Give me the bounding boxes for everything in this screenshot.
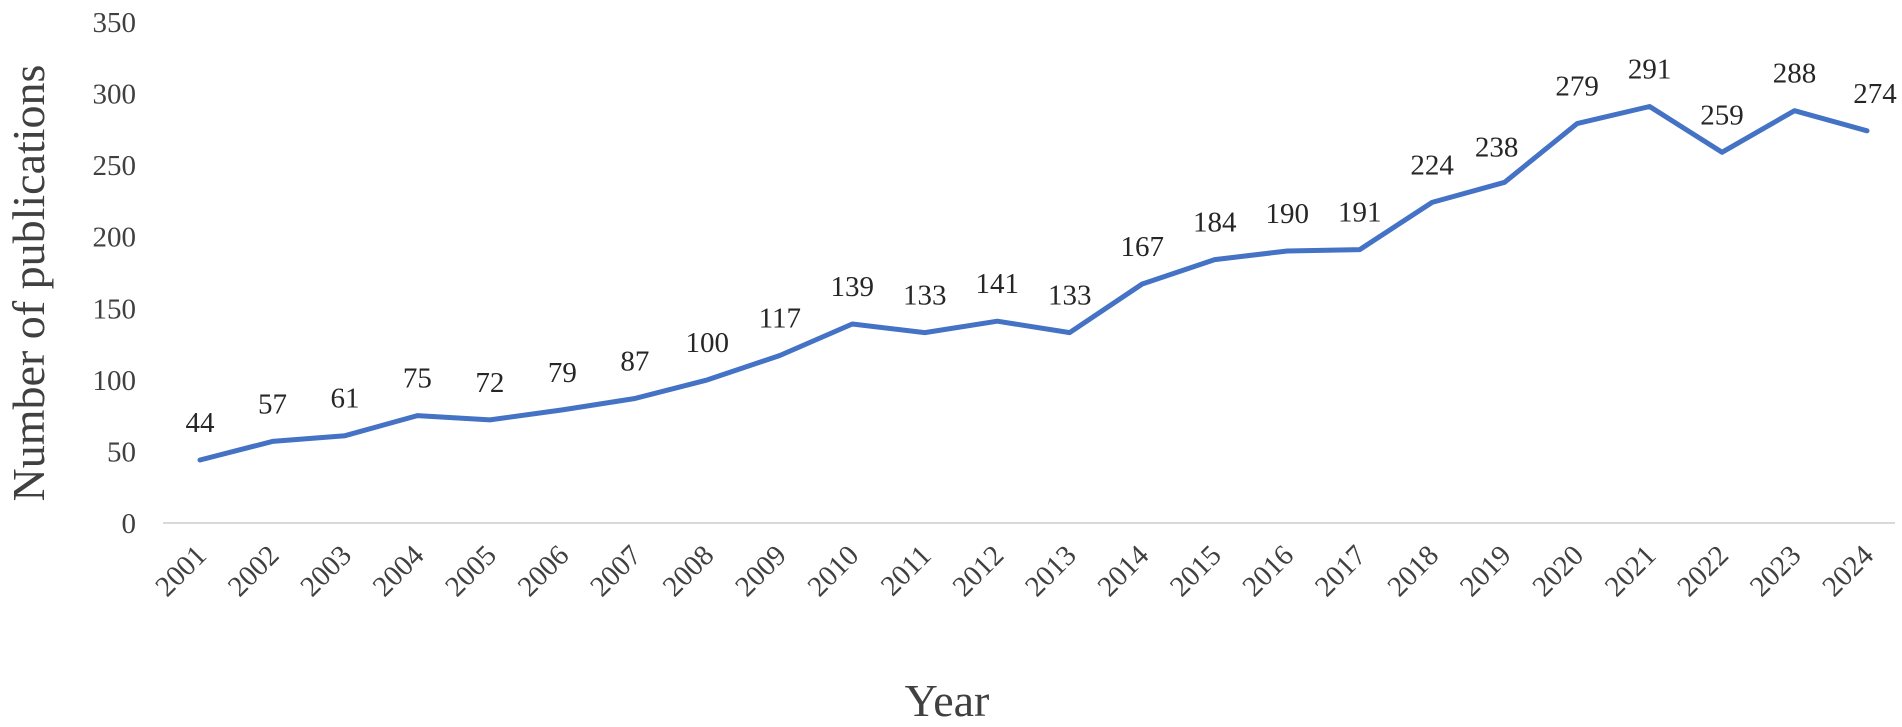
x-axis-title: Year <box>905 675 990 726</box>
x-tick-label: 2021 <box>1599 539 1663 603</box>
data-label: 100 <box>686 327 730 359</box>
x-tick-label: 2012 <box>947 539 1011 603</box>
data-label: 274 <box>1853 78 1897 110</box>
x-tick-label: 2004 <box>367 539 431 603</box>
data-label: 61 <box>331 383 360 415</box>
y-axis-title: Number of publications <box>3 65 54 502</box>
data-label: 291 <box>1628 54 1672 86</box>
x-tick-label: 2007 <box>584 539 648 603</box>
x-axis-ticks: 2001 2002 2003 2004 2005 2006 2007 2008 2009 2010… <box>149 539 1880 603</box>
data-label: 117 <box>759 303 801 335</box>
y-tick-label: 100 <box>93 365 137 397</box>
data-label: 279 <box>1555 71 1599 103</box>
y-tick-label: 250 <box>93 150 137 182</box>
data-label: 75 <box>403 363 432 395</box>
data-label: 141 <box>976 268 1020 300</box>
y-tick-label: 50 <box>107 436 136 468</box>
data-label: 139 <box>831 271 875 303</box>
data-label: 288 <box>1773 58 1817 90</box>
x-tick-label: 2006 <box>512 539 576 603</box>
x-tick-label: 2008 <box>657 539 721 603</box>
x-tick-label: 2024 <box>1816 539 1880 603</box>
data-label: 133 <box>1048 280 1092 312</box>
x-tick-label: 2019 <box>1454 539 1518 603</box>
series-line <box>197 104 1870 463</box>
x-tick-label: 2003 <box>294 539 358 603</box>
x-tick-label: 2023 <box>1744 539 1808 603</box>
data-label: 190 <box>1265 198 1309 230</box>
data-label: 79 <box>548 357 577 389</box>
x-tick-label: 2014 <box>1092 539 1156 603</box>
data-label: 87 <box>620 346 649 378</box>
x-tick-label: 2017 <box>1309 539 1373 603</box>
x-tick-label: 2001 <box>149 539 213 603</box>
data-label: 259 <box>1700 99 1744 131</box>
x-tick-label: 2010 <box>802 539 866 603</box>
data-label: 44 <box>186 407 216 439</box>
data-label: 184 <box>1193 207 1237 239</box>
data-label: 238 <box>1475 131 1519 163</box>
x-tick-label: 2015 <box>1164 539 1228 603</box>
x-tick-label: 2009 <box>729 539 793 603</box>
y-tick-label: 350 <box>93 7 137 39</box>
data-labels: 44 57 61 75 72 79 87 100 117 139 133 141 133 167 184 19… <box>186 54 1898 440</box>
y-tick-label: 200 <box>93 222 137 254</box>
x-tick-label: 2013 <box>1019 539 1083 603</box>
y-tick-label: 300 <box>93 79 137 111</box>
x-tick-label: 2005 <box>439 539 503 603</box>
data-label: 167 <box>1120 231 1164 263</box>
data-label: 72 <box>475 367 504 399</box>
data-label: 191 <box>1338 197 1382 229</box>
x-tick-label: 2016 <box>1236 539 1300 603</box>
data-label: 224 <box>1410 149 1454 181</box>
x-tick-label: 2011 <box>875 539 938 602</box>
y-tick-label: 150 <box>93 293 137 325</box>
x-tick-label: 2020 <box>1526 539 1590 603</box>
y-tick-label: 0 <box>122 508 137 540</box>
x-tick-label: 2022 <box>1671 539 1735 603</box>
data-label: 57 <box>258 388 287 420</box>
x-tick-label: 2018 <box>1381 539 1445 603</box>
y-axis-ticks: 0 50 100 150 200 250 300 350 <box>93 7 137 540</box>
x-tick-label: 2002 <box>222 539 286 603</box>
data-label: 133 <box>903 280 947 312</box>
